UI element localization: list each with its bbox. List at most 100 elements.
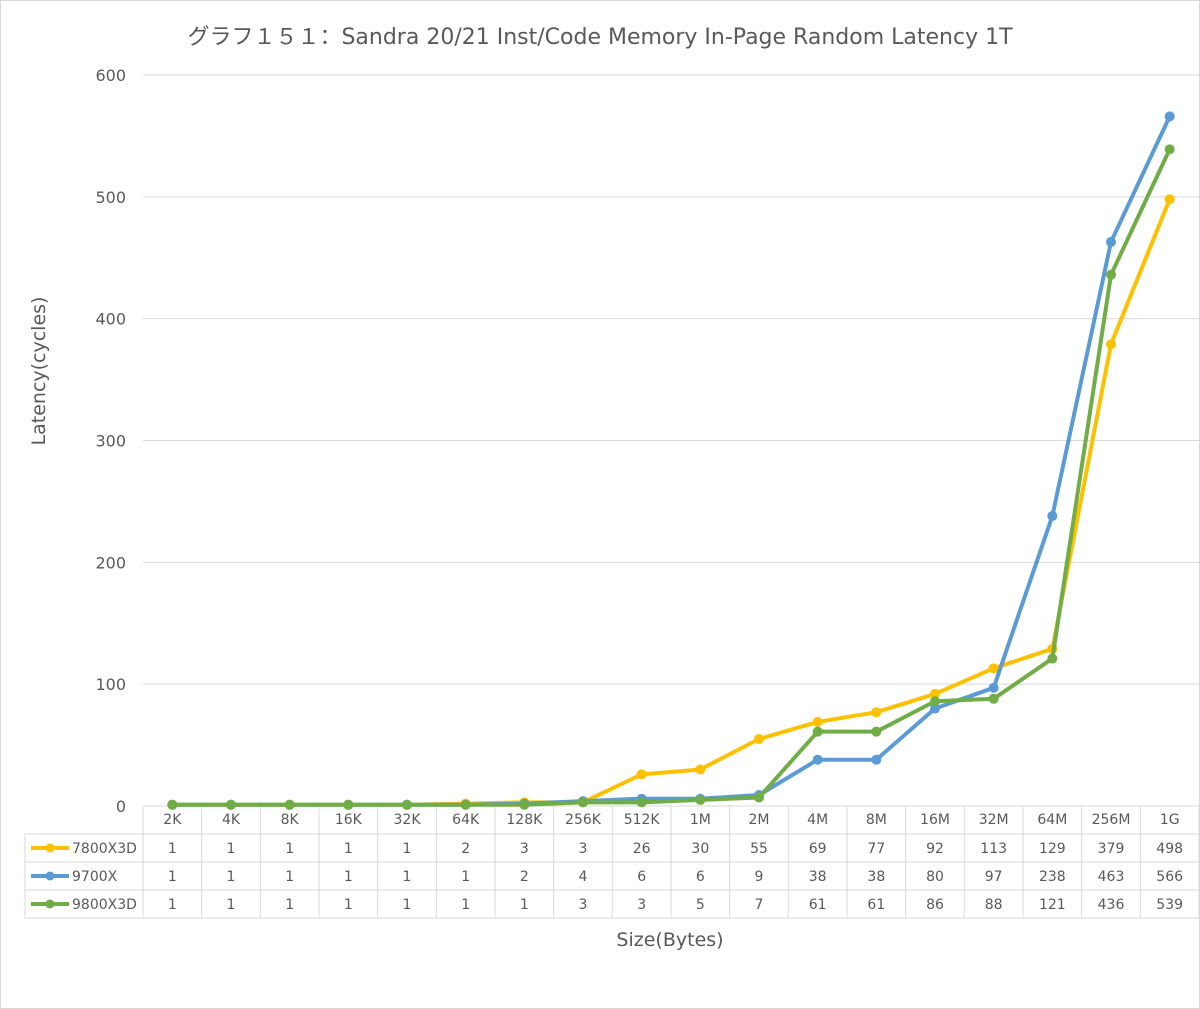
- data-point: [988, 682, 999, 693]
- data-point: [930, 696, 940, 707]
- data-point: [988, 663, 999, 674]
- data-point: [167, 799, 178, 810]
- data-point: [1164, 194, 1175, 205]
- data-label: 1: [227, 869, 236, 885]
- data-point: [578, 797, 588, 808]
- legend-label: 7800X3D: [72, 841, 137, 857]
- series-line: [170, 114, 1172, 807]
- data-label: 1: [168, 869, 177, 885]
- data-label: 55: [750, 841, 768, 857]
- y-tick-label: 0: [116, 797, 126, 816]
- data-label: 539: [1156, 897, 1183, 913]
- data-label: 3: [520, 841, 529, 857]
- data-label: 129: [1039, 841, 1066, 857]
- data-label: 1: [285, 897, 294, 913]
- data-label: 1: [461, 869, 470, 885]
- data-point: [1106, 269, 1116, 280]
- series-9700X: [167, 111, 1175, 810]
- data-label: 1: [403, 869, 412, 885]
- data-label: 1: [285, 869, 294, 885]
- data-point: [1164, 111, 1175, 122]
- data-point: [460, 799, 471, 810]
- data-label: 38: [809, 869, 827, 885]
- data-point: [1106, 339, 1116, 350]
- y-tick-label: 400: [95, 310, 126, 329]
- x-tick-label: 32K: [394, 812, 422, 828]
- data-label: 2: [520, 869, 529, 885]
- data-label: 1: [344, 841, 353, 857]
- y-tick-label: 600: [95, 66, 126, 85]
- data-point: [812, 726, 823, 737]
- data-label: 9: [755, 869, 764, 885]
- x-tick-label: 4M: [807, 812, 828, 828]
- x-tick-label: 128K: [506, 812, 543, 828]
- data-label: 566: [1156, 869, 1183, 885]
- series-lines: [167, 111, 1175, 810]
- data-label: 1: [461, 897, 470, 913]
- data-label: 4: [579, 869, 588, 885]
- data-point: [402, 799, 412, 810]
- data-label: 38: [867, 869, 885, 885]
- data-label: 77: [867, 841, 885, 857]
- x-tick-label: 8K: [281, 812, 300, 828]
- data-point: [695, 794, 706, 805]
- data-label: 379: [1098, 841, 1125, 857]
- x-tick-label: 512K: [624, 812, 661, 828]
- data-label: 1: [344, 869, 353, 885]
- data-label: 238: [1039, 869, 1066, 885]
- data-point: [636, 769, 647, 780]
- y-tick-label: 100: [95, 675, 126, 694]
- data-label: 30: [691, 841, 709, 857]
- data-point: [284, 799, 295, 810]
- data-point: [871, 707, 882, 718]
- series-9800X3D: [167, 144, 1175, 810]
- data-point: [1164, 144, 1175, 155]
- x-tick-label: 64M: [1037, 812, 1067, 828]
- y-tick-label: 300: [95, 432, 126, 451]
- data-label: 113: [980, 841, 1007, 857]
- data-label: 498: [1156, 841, 1183, 857]
- data-point: [343, 799, 354, 810]
- data-point: [695, 764, 706, 775]
- x-axis-title: Size(Bytes): [616, 929, 723, 951]
- chart-title: グラフ１５１：Sandra 20/21 Inst/Code Memory In-…: [187, 25, 1013, 50]
- data-label: 1: [285, 841, 294, 857]
- data-label: 69: [809, 841, 827, 857]
- series-line: [170, 147, 1172, 807]
- legend-label: 9700X: [72, 869, 118, 885]
- data-point: [930, 703, 940, 714]
- data-label: 3: [637, 897, 646, 913]
- x-tick-label: 256M: [1092, 812, 1131, 828]
- data-point: [1047, 653, 1058, 664]
- data-label: 80: [926, 869, 944, 885]
- y-tick-label: 200: [95, 553, 126, 572]
- y-tick-label: 500: [95, 188, 126, 207]
- x-tick-label: 32M: [979, 812, 1009, 828]
- data-point: [871, 726, 882, 737]
- data-label: 6: [637, 869, 646, 885]
- data-point: [754, 792, 764, 803]
- legend-key-marker: [45, 871, 55, 881]
- x-tick-label: 16M: [920, 812, 950, 828]
- data-label: 26: [633, 841, 651, 857]
- data-point: [519, 799, 530, 810]
- series-7800X3D: [167, 194, 1175, 810]
- data-label: 61: [867, 897, 885, 913]
- data-point: [1047, 511, 1058, 522]
- data-label: 1: [227, 897, 236, 913]
- data-label: 97: [985, 869, 1003, 885]
- x-tick-label: 16K: [335, 812, 363, 828]
- data-label: 88: [985, 897, 1003, 913]
- data-label: 1: [168, 897, 177, 913]
- data-label: 121: [1039, 897, 1066, 913]
- data-point: [812, 754, 823, 765]
- legend-key-marker: [45, 899, 55, 909]
- x-tick-label: 1M: [690, 812, 711, 828]
- data-label: 1: [403, 897, 412, 913]
- legend-key-marker: [45, 843, 55, 853]
- x-tick-label: 8M: [866, 812, 887, 828]
- data-label: 436: [1098, 897, 1125, 913]
- data-table: 2K 4K 8K 16K 32K 64K 128K 256K 512K 1M 2M 4M 8M 16M 32…: [24, 806, 1200, 919]
- legend-label: 9800X3D: [72, 897, 137, 913]
